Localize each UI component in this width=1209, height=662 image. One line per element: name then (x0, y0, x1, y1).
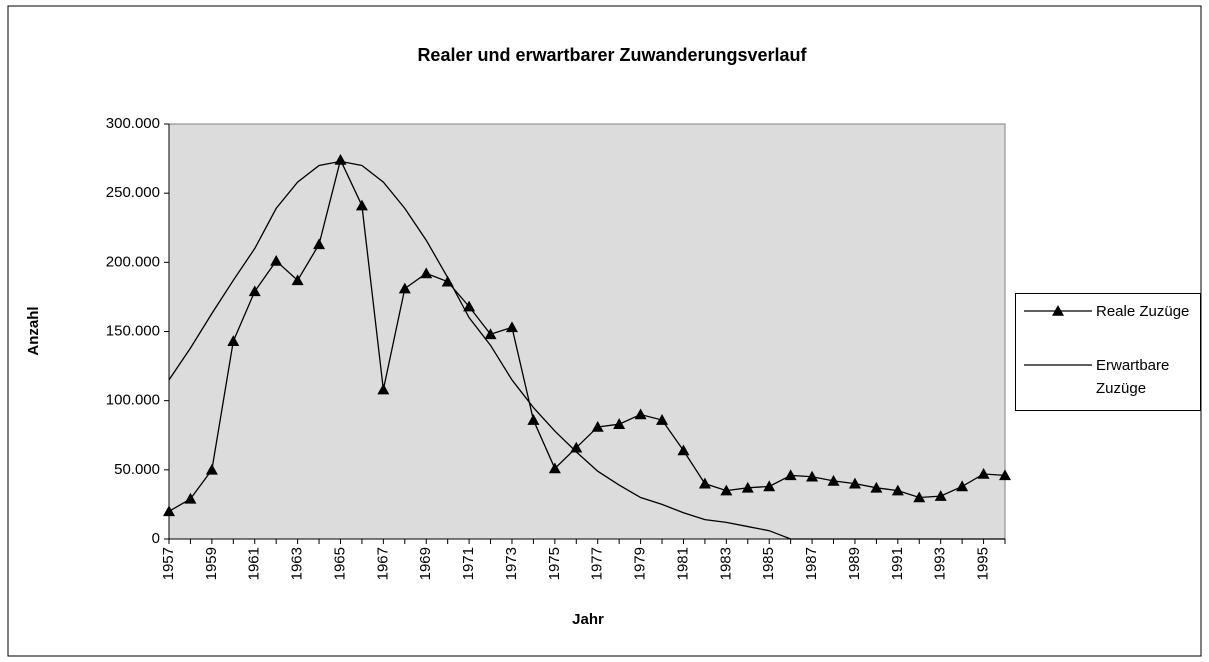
legend-swatch (1024, 305, 1092, 316)
data-point (205, 463, 218, 475)
data-point (313, 238, 326, 250)
y-tick-label: 250.000 (106, 184, 160, 201)
x-tick-label: 1957 (160, 547, 177, 580)
data-point (848, 477, 861, 489)
data-point (741, 481, 754, 493)
x-tick-label: 1991 (889, 547, 906, 580)
data-point (270, 254, 283, 266)
data-point (355, 199, 368, 211)
x-tick-label: 1971 (460, 547, 477, 580)
data-point (184, 492, 197, 504)
data-point (956, 480, 969, 492)
legend-item: Erwartbare Zuzüge (1016, 352, 1202, 402)
y-tick-label: 200.000 (106, 253, 160, 270)
data-point (891, 484, 904, 496)
data-point (827, 474, 840, 486)
data-point (934, 490, 947, 501)
data-point (484, 328, 497, 340)
legend: Reale Zuzüge Erwartbare Zuzüge (1015, 293, 1201, 411)
data-point (227, 335, 240, 346)
data-point (613, 418, 626, 429)
x-tick-label: 1987 (803, 547, 820, 580)
x-tick-label: 1967 (374, 547, 391, 580)
data-point (248, 285, 261, 297)
data-point (463, 300, 476, 312)
y-tick-label: 300.000 (106, 115, 160, 132)
data-point (377, 383, 390, 395)
y-tick-label: 0 (152, 530, 160, 547)
x-tick-label: 1979 (632, 547, 649, 580)
data-point (720, 484, 733, 496)
x-tick-label: 1977 (589, 547, 606, 580)
y-tick-label: 100.000 (106, 392, 160, 409)
data-point (291, 274, 304, 286)
data-point (999, 469, 1011, 481)
data-point (763, 480, 776, 492)
x-tick-label: 1959 (203, 547, 220, 580)
data-point (977, 467, 990, 479)
data-point (806, 470, 819, 482)
x-tick-label: 1985 (760, 547, 777, 580)
x-tick-label: 1993 (932, 547, 949, 580)
chart-title: Realer und erwartbarer Zuwanderungsverla… (417, 45, 807, 65)
legend-swatch (1024, 364, 1092, 366)
x-tick-label: 1981 (674, 547, 691, 580)
series-line (168, 158, 1006, 512)
data-point (505, 321, 518, 333)
x-tick-label: 1975 (546, 547, 563, 580)
x-tick-label: 1963 (289, 547, 306, 580)
x-tick-label: 1961 (246, 547, 263, 580)
data-point (420, 267, 433, 279)
y-axis-title: Anzahl (25, 306, 42, 355)
data-point (784, 469, 797, 481)
x-tick-label: 1969 (417, 547, 434, 580)
series-line (168, 160, 1005, 540)
data-point (527, 414, 540, 425)
data-point (163, 505, 175, 517)
y-tick-label: 50.000 (114, 461, 160, 478)
x-axis-title: Jahr (572, 611, 604, 628)
data-point (870, 481, 883, 493)
x-tick-label: 1965 (331, 547, 348, 580)
x-tick-label: 1995 (975, 547, 992, 580)
data-point (398, 282, 411, 294)
legend-marker (1052, 305, 1064, 316)
data-point (656, 414, 669, 425)
legend-item: Reale Zuzüge (1016, 298, 1202, 348)
data-point (591, 420, 604, 432)
data-point (698, 477, 711, 489)
data-point (548, 462, 561, 474)
data-point (634, 408, 647, 420)
x-tick-label: 1973 (503, 547, 520, 580)
y-tick-label: 150.000 (106, 322, 160, 339)
x-tick-label: 1983 (717, 547, 734, 580)
x-tick-label: 1989 (846, 547, 863, 580)
data-point (913, 491, 926, 503)
data-point (677, 444, 690, 456)
legend-label: Erwartbare Zuzüge (1096, 357, 1170, 397)
legend-label: Reale Zuzüge (1096, 303, 1190, 320)
